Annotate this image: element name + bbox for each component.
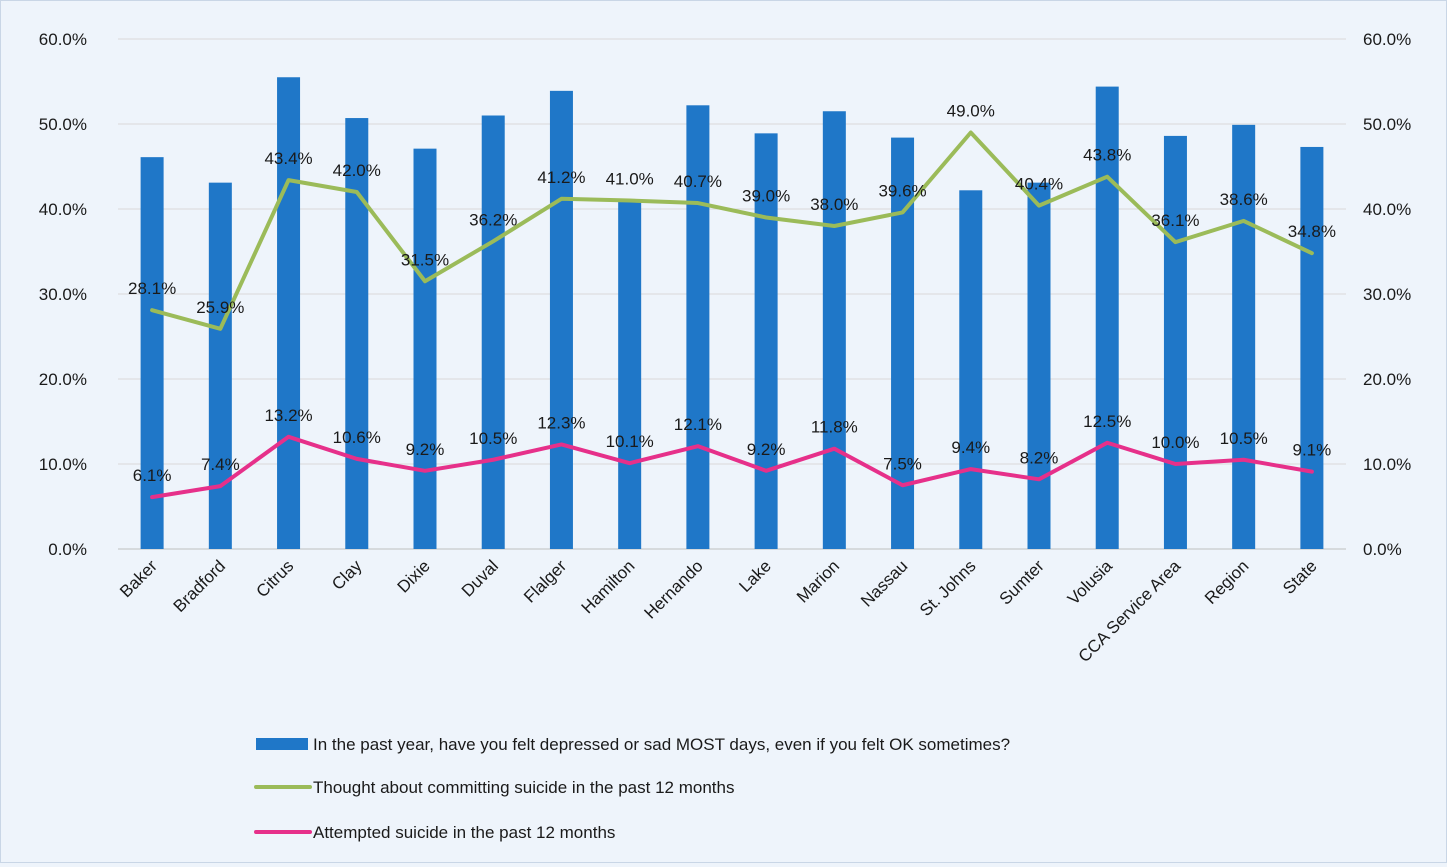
data-label: 10.5% (1220, 429, 1268, 448)
data-label: 41.2% (537, 168, 585, 187)
data-label: 39.0% (742, 187, 790, 206)
category-label: State (1279, 556, 1321, 598)
category-label: Nassau (857, 556, 911, 610)
data-label: 12.5% (1083, 412, 1131, 431)
category-label: Region (1201, 556, 1253, 608)
data-label: 11.8% (811, 418, 858, 437)
y-tick-label: 60.0% (39, 30, 87, 49)
data-label: 7.5% (883, 454, 922, 473)
category-label: Baker (116, 556, 161, 601)
bar (140, 157, 164, 549)
category-label: Clay (328, 556, 366, 594)
category-label: Duval (458, 556, 502, 600)
bar (1232, 124, 1256, 549)
bar (891, 137, 915, 549)
data-label: 7.4% (201, 455, 240, 474)
data-label: 40.4% (1015, 175, 1063, 194)
bar (345, 118, 369, 550)
data-label: 39.6% (878, 181, 926, 200)
category-label: Sumter (996, 556, 1048, 608)
category-label: Bradford (170, 556, 230, 616)
bar (208, 182, 232, 549)
data-label: 31.5% (401, 250, 449, 269)
category-label: St. Johns (916, 556, 980, 620)
bar (618, 200, 642, 549)
secondary-y-tick-label: 30.0% (1363, 285, 1411, 304)
data-label: 43.4% (264, 149, 312, 168)
bar (413, 148, 437, 549)
category-label: Marion (793, 556, 843, 606)
data-label: 6.1% (133, 466, 172, 485)
data-label: 9.4% (951, 438, 990, 457)
category-label: Lake (735, 556, 775, 596)
data-label: 38.0% (810, 195, 858, 214)
data-label: 10.6% (333, 428, 381, 447)
data-label: 49.0% (947, 102, 995, 121)
data-label: 9.2% (747, 440, 786, 459)
secondary-y-tick-label: 60.0% (1363, 30, 1411, 49)
category-label: Hernando (640, 556, 706, 622)
bar (959, 190, 983, 550)
bar (277, 77, 301, 549)
data-label: 13.2% (264, 406, 312, 425)
legend-label: Thought about committing suicide in the … (313, 778, 734, 797)
category-label: Flalger (520, 556, 570, 606)
category-label: Volusia (1064, 556, 1117, 609)
secondary-y-tick-label: 0.0% (1363, 540, 1402, 559)
legend-swatch (256, 738, 308, 750)
bar (1300, 146, 1324, 549)
y-tick-label: 50.0% (39, 115, 87, 134)
data-label: 12.3% (537, 413, 585, 432)
y-tick-label: 0.0% (48, 540, 87, 559)
category-label: Citrus (253, 556, 298, 601)
data-label: 28.1% (128, 279, 176, 298)
secondary-y-tick-label: 10.0% (1363, 455, 1411, 474)
y-tick-label: 30.0% (39, 285, 87, 304)
legend-label: In the past year, have you felt depresse… (313, 735, 1010, 754)
data-label: 34.8% (1288, 222, 1336, 241)
data-label: 38.6% (1220, 190, 1268, 209)
data-label: 8.2% (1020, 448, 1059, 467)
data-label: 36.2% (469, 210, 517, 229)
category-label: Dixie (394, 556, 434, 596)
data-label: 42.0% (333, 161, 381, 180)
secondary-y-tick-label: 20.0% (1363, 370, 1411, 389)
bar (754, 133, 778, 549)
bar (1095, 86, 1119, 549)
bar (686, 105, 710, 550)
secondary-y-tick-label: 40.0% (1363, 200, 1411, 219)
y-tick-label: 20.0% (39, 370, 87, 389)
series-line (150, 434, 1314, 500)
y-tick-label: 10.0% (39, 455, 87, 474)
bar (1163, 135, 1187, 549)
bar (481, 115, 505, 549)
data-label: 41.0% (606, 170, 654, 189)
series-line (150, 130, 1314, 331)
secondary-y-tick-label: 50.0% (1363, 115, 1411, 134)
data-label: 10.1% (606, 432, 654, 451)
data-label: 36.1% (1151, 211, 1199, 230)
legend-label: Attempted suicide in the past 12 months (313, 823, 615, 842)
data-label: 43.8% (1083, 146, 1131, 165)
data-label: 9.1% (1293, 441, 1332, 460)
data-label: 25.9% (196, 298, 244, 317)
data-label: 9.2% (406, 440, 445, 459)
bar (822, 111, 846, 549)
bar (549, 90, 573, 549)
category-label: Hamilton (578, 556, 639, 617)
data-label: 10.5% (469, 429, 517, 448)
data-label: 40.7% (674, 172, 722, 191)
data-label: 12.1% (674, 415, 722, 434)
y-tick-label: 40.0% (39, 200, 87, 219)
bar (1027, 182, 1051, 549)
data-label: 10.0% (1151, 433, 1199, 452)
